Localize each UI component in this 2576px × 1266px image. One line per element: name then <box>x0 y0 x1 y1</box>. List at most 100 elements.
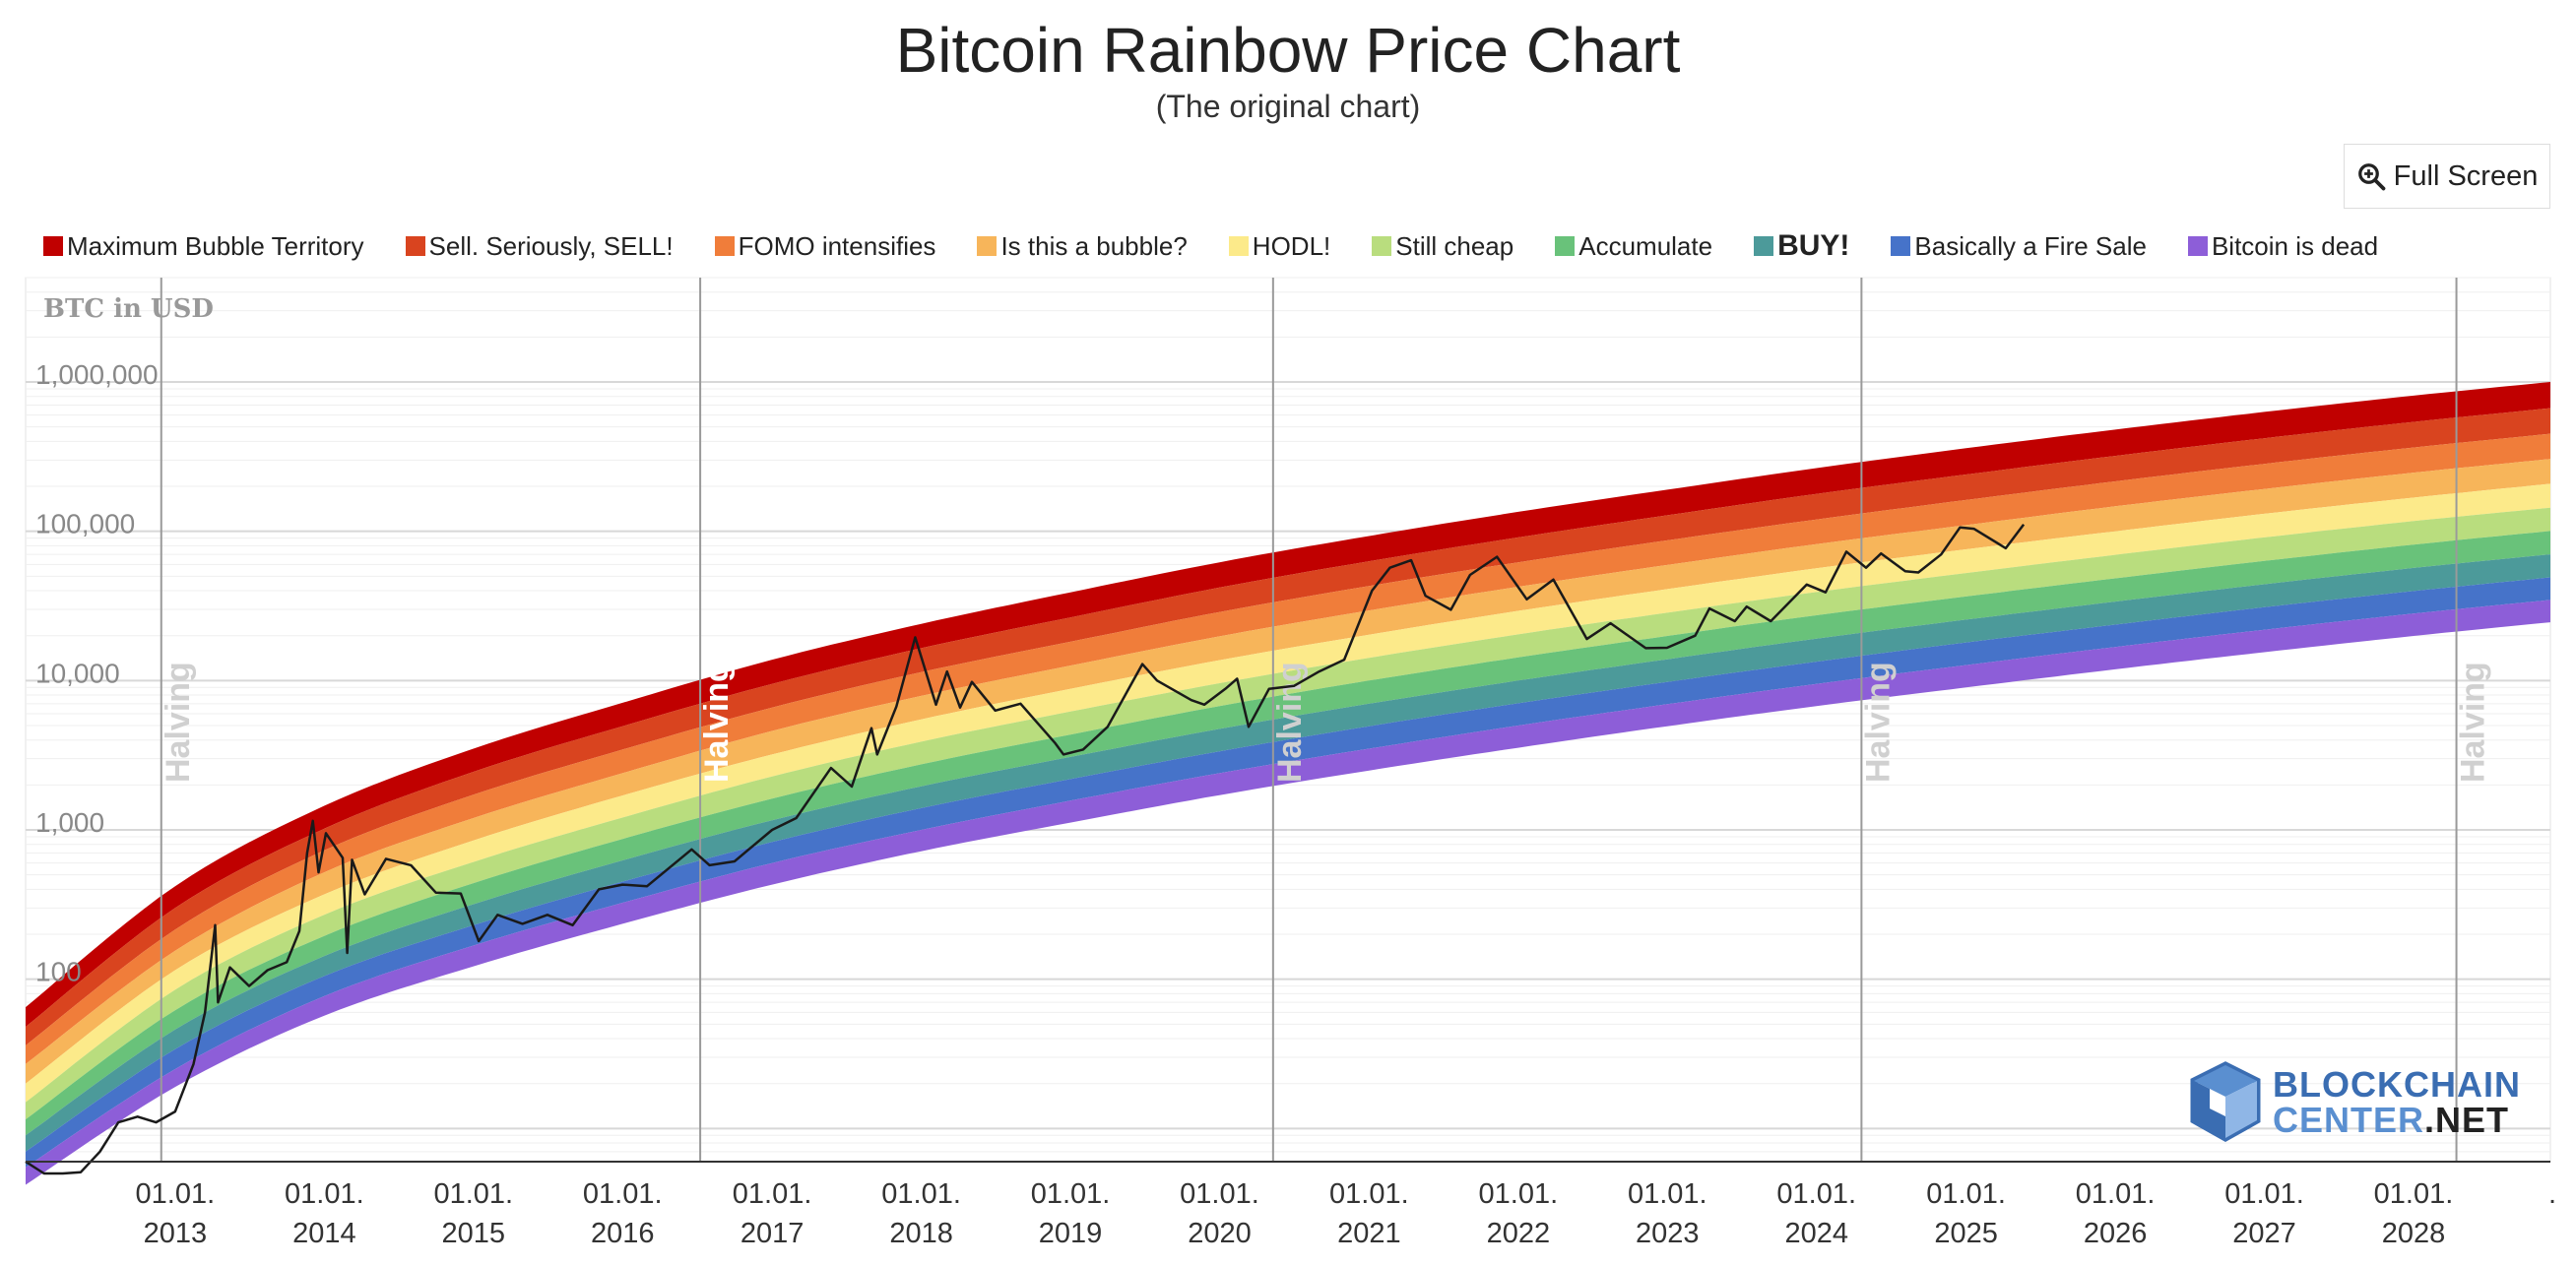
x-tick-year: 2017 <box>741 1218 805 1249</box>
x-tick-year: 2027 <box>2232 1218 2296 1249</box>
legend-item[interactable]: Accumulate <box>1555 231 1712 262</box>
x-tick-year: 2026 <box>2084 1218 2148 1249</box>
x-tick-year: 2021 <box>1337 1218 1401 1249</box>
blockchaincenter-logo: BLOCKCHAIN CENTER.NET <box>2188 1061 2521 1144</box>
band-maximum-bubble-territory <box>26 382 2550 1027</box>
x-tick-year: 2028 <box>2382 1218 2446 1249</box>
legend-label: Bitcoin is dead <box>2211 230 2379 261</box>
x-tick-year: 2019 <box>1039 1218 1103 1249</box>
band-still-cheap <box>26 507 2550 1120</box>
halving-label: Halving <box>1271 662 1309 783</box>
x-tick-year: 2025 <box>1934 1218 1998 1249</box>
legend-item[interactable]: Basically a Fire Sale <box>1891 231 2147 262</box>
legend-swatch <box>1228 236 1249 256</box>
zoom-in-icon <box>2357 163 2386 191</box>
logo-line-1: BLOCKCHAIN <box>2273 1064 2521 1105</box>
x-tick-label: 01.01. <box>285 1178 364 1210</box>
band-bitcoin-is-dead <box>26 600 2550 1185</box>
legend-item[interactable]: Maximum Bubble Territory <box>43 231 364 262</box>
x-tick-label: 01.01. <box>583 1178 663 1210</box>
y-tick-label: 100,000 <box>35 509 135 539</box>
band-accumulate <box>26 531 2550 1136</box>
chart-title: Bitcoin Rainbow Price Chart <box>895 15 1681 86</box>
y-tick-label: 100 <box>35 957 82 987</box>
legend-item[interactable]: Still cheap <box>1372 231 1513 262</box>
y-tick-label: 1,000,000 <box>35 359 159 390</box>
legend-item[interactable]: Sell. Seriously, SELL! <box>405 230 674 262</box>
x-tick-label: 01.01. <box>2374 1178 2454 1210</box>
x-tick-label: 01.01. <box>1776 1178 1856 1210</box>
x-tick-label: 01.01. <box>136 1178 216 1210</box>
legend-item[interactable]: Is this a bubble? <box>977 230 1188 262</box>
btc-price-line <box>25 524 2026 1175</box>
band-hodl <box>26 483 2550 1103</box>
chart-legend: Maximum Bubble Territory Sell. Seriously,… <box>43 226 2419 266</box>
x-tick-year: 2013 <box>144 1218 208 1249</box>
band-basically-a-fire-sale <box>26 577 2550 1168</box>
x-tick-label: 01.01. <box>1628 1178 1707 1210</box>
x-tick-label: 01.01. <box>1180 1178 1259 1210</box>
legend-swatch <box>714 236 735 256</box>
halving-label: Halving <box>160 662 197 783</box>
x-tick-year: 2020 <box>1188 1218 1252 1249</box>
x-tick-label: 01.01. <box>1926 1178 2006 1210</box>
x-tick-label: . <box>2548 1178 2556 1210</box>
legend-swatch <box>405 236 425 256</box>
y-tick-label: 10,000 <box>35 658 120 688</box>
band-sell-seriously-sell <box>26 408 2550 1046</box>
x-tick-label: 01.01. <box>881 1178 961 1210</box>
legend-label: Still cheap <box>1395 230 1514 261</box>
price-series <box>25 524 2026 1175</box>
x-tick-year: 2016 <box>591 1218 655 1249</box>
plot-area <box>25 277 2551 1163</box>
legend-item[interactable]: FOMO intensifies <box>714 230 936 262</box>
legend-item[interactable]: BUY! <box>1754 229 1849 263</box>
band-is-this-a-bubble <box>26 459 2550 1084</box>
legend-swatch <box>1555 236 1576 256</box>
rainbow-bands <box>26 382 2550 1185</box>
x-tick-label: 01.01. <box>733 1178 812 1210</box>
halving-label: Halving <box>2455 662 2492 783</box>
legend-swatch <box>1372 236 1392 256</box>
band-buy <box>26 554 2550 1152</box>
legend-swatch <box>2187 236 2208 256</box>
legend-label: Accumulate <box>1578 230 1713 261</box>
legend-swatch <box>977 236 998 256</box>
x-tick-year: 2022 <box>1487 1218 1551 1249</box>
y-axis-title: BTC in USD <box>43 294 214 324</box>
x-tick-year: 2018 <box>889 1218 953 1249</box>
x-tick-year: 2024 <box>1784 1218 1848 1249</box>
legend-swatch <box>1891 236 1911 256</box>
x-tick-label: 01.01. <box>1479 1178 1559 1210</box>
chart-subtitle: (The original chart) <box>1155 89 1421 124</box>
full-screen-button[interactable]: Full Screen <box>2344 144 2550 209</box>
full-screen-label: Full Screen <box>2393 159 2539 192</box>
legend-label: HODL! <box>1252 230 1331 261</box>
x-tick-label: 01.01. <box>1031 1178 1111 1210</box>
legend-label: FOMO intensifies <box>738 230 936 261</box>
legend-label: Is this a bubble? <box>1000 230 1188 261</box>
legend-label: Maximum Bubble Territory <box>67 230 364 261</box>
legend-label: BUY! <box>1777 229 1850 262</box>
legend-label: Sell. Seriously, SELL! <box>428 230 674 261</box>
x-tick-year: 2015 <box>442 1218 506 1249</box>
x-tick-year: 2023 <box>1636 1218 1700 1249</box>
legend-swatch <box>1754 236 1774 256</box>
legend-swatch <box>43 236 63 256</box>
x-tick-year: 2014 <box>292 1218 356 1249</box>
x-tick-label: 01.01. <box>2076 1178 2156 1210</box>
legend-item[interactable]: Bitcoin is dead <box>2187 230 2379 262</box>
grid-lines <box>25 277 2551 1163</box>
cube-logo-icon <box>2190 1061 2261 1143</box>
x-tick-label: 01.01. <box>2224 1178 2304 1210</box>
halving-lines: Halving Halving Halving Halving Halving <box>160 278 2492 1162</box>
axes: BTC in USD 100 1,000 10,000 100,000 1,000,000… <box>26 294 2556 1249</box>
band-fomo-intensifies <box>26 433 2550 1064</box>
x-tick-label: 01.01. <box>1329 1178 1409 1210</box>
legend-item[interactable]: HODL! <box>1228 230 1331 262</box>
halving-label: Halving <box>698 662 736 783</box>
y-tick-label: 1,000 <box>35 807 104 838</box>
halving-label: Halving <box>1859 662 1897 783</box>
legend-label: Basically a Fire Sale <box>1914 230 2147 261</box>
logo-line-2a: CENTER <box>2273 1100 2425 1140</box>
